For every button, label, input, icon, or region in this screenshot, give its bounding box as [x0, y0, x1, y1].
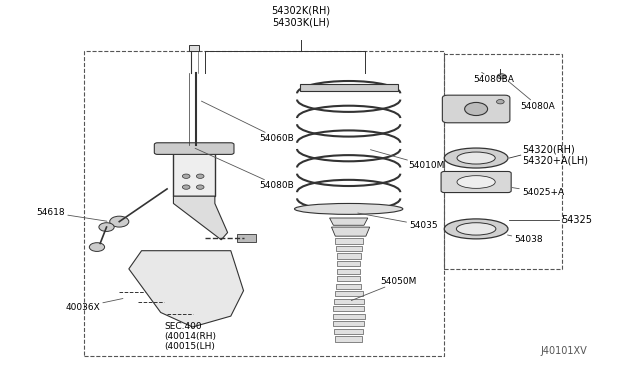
Text: 54320(RH)
54320+A(LH): 54320(RH) 54320+A(LH) — [522, 144, 588, 166]
Circle shape — [196, 185, 204, 189]
Polygon shape — [173, 196, 228, 240]
Bar — [337, 261, 360, 266]
Text: 54302K(RH)
54303K(LH): 54302K(RH) 54303K(LH) — [271, 6, 330, 27]
Bar — [333, 306, 364, 311]
Circle shape — [182, 185, 190, 189]
Bar — [337, 269, 360, 274]
Ellipse shape — [444, 148, 508, 168]
Bar — [444, 54, 562, 269]
Circle shape — [109, 216, 129, 227]
Text: (40015(LH): (40015(LH) — [164, 342, 215, 351]
Bar — [333, 314, 365, 319]
Text: 54038: 54038 — [508, 235, 543, 244]
Bar — [337, 253, 360, 259]
Circle shape — [497, 74, 506, 79]
FancyBboxPatch shape — [442, 95, 510, 123]
FancyBboxPatch shape — [441, 171, 511, 193]
Circle shape — [497, 100, 504, 104]
Bar — [84, 51, 444, 356]
Text: (40014(RH): (40014(RH) — [164, 333, 216, 341]
Bar — [335, 336, 362, 341]
Text: 54080BA: 54080BA — [473, 72, 514, 84]
Circle shape — [182, 174, 190, 179]
Ellipse shape — [294, 203, 403, 214]
Text: J40101XV: J40101XV — [541, 346, 588, 356]
Bar — [335, 291, 362, 296]
FancyBboxPatch shape — [154, 143, 234, 154]
Ellipse shape — [457, 176, 495, 188]
Ellipse shape — [444, 219, 508, 239]
Bar — [337, 276, 360, 281]
Polygon shape — [330, 218, 368, 225]
Text: 54080B: 54080B — [195, 148, 294, 190]
Text: 54035: 54035 — [358, 213, 438, 230]
Text: 54050M: 54050M — [351, 277, 417, 301]
Text: SEC.400: SEC.400 — [164, 321, 202, 331]
Text: 40036X: 40036X — [65, 298, 123, 311]
Bar — [300, 84, 398, 91]
Bar — [333, 321, 364, 327]
Text: 54618: 54618 — [36, 208, 107, 221]
Bar — [335, 238, 363, 244]
Bar — [336, 283, 362, 289]
Bar — [334, 329, 364, 334]
Text: 54025+A: 54025+A — [512, 187, 564, 197]
Circle shape — [90, 243, 104, 251]
Circle shape — [99, 223, 114, 231]
Bar — [333, 299, 364, 304]
Bar — [237, 234, 256, 241]
Polygon shape — [129, 251, 244, 327]
Circle shape — [465, 102, 488, 116]
Bar — [173, 144, 215, 196]
Polygon shape — [332, 227, 370, 236]
Bar — [189, 45, 199, 51]
Text: 54080A: 54080A — [509, 82, 556, 110]
Text: 54325: 54325 — [561, 215, 592, 225]
Circle shape — [196, 174, 204, 179]
Text: 54060B: 54060B — [202, 101, 294, 142]
Text: 54010M: 54010M — [371, 150, 444, 170]
Bar — [336, 246, 362, 251]
Ellipse shape — [457, 152, 495, 164]
Ellipse shape — [456, 223, 496, 235]
